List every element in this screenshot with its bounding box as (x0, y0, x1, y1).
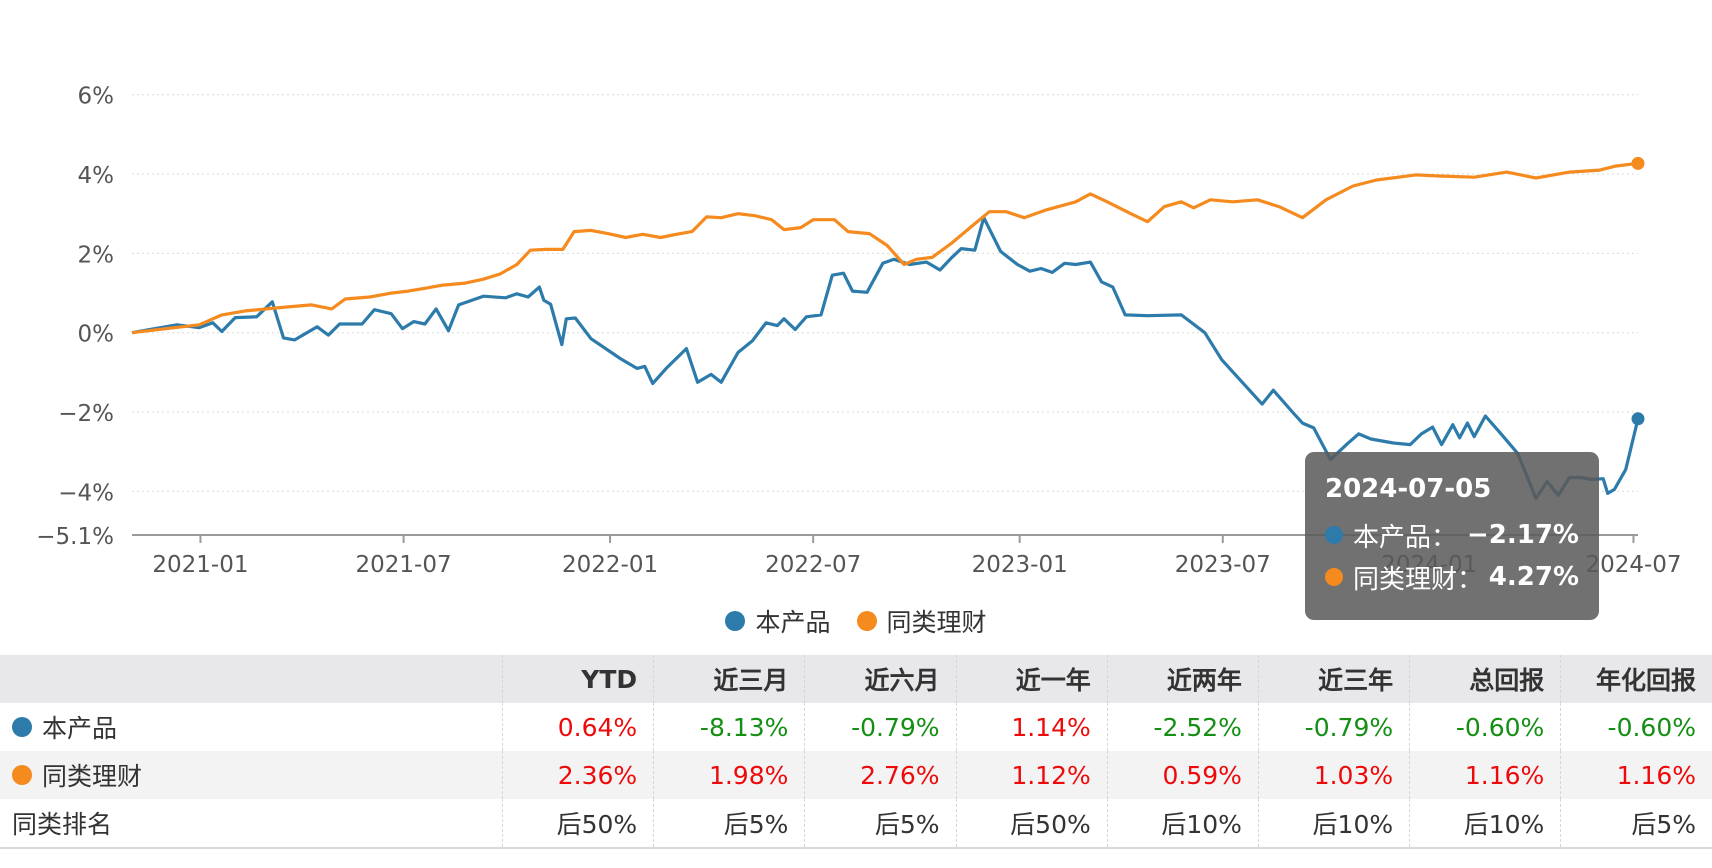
legend-item-product[interactable]: 本产品 (725, 603, 831, 639)
performance-table: YTD 近三月 近六月 近一年 近两年 近三年 总回报 年化回报 本产品 0.64… (0, 655, 1712, 849)
tooltip-marker-peer (1325, 568, 1343, 586)
y-tick-label-3: 0% (78, 322, 115, 348)
series-line-1 (131, 161, 1639, 335)
y-tick-label-4: −2% (58, 401, 114, 427)
table-header-row: YTD 近三月 近六月 近一年 近两年 近三年 总回报 年化回报 (0, 655, 1712, 703)
y-tick-label-5: −4% (58, 480, 114, 506)
table-cell: 1.16% (1409, 751, 1561, 799)
row-name: 本产品 (12, 709, 486, 745)
table-cell: 后5% (804, 799, 957, 849)
header-3y: 近三年 (1257, 655, 1410, 703)
table-cell: 后5% (653, 799, 805, 849)
x-tick-label-5: 2023-07 (1175, 552, 1271, 578)
table-cell: -0.60% (1409, 703, 1561, 751)
row-label: 同类理财 (42, 762, 143, 791)
header-ytd: YTD (501, 655, 654, 703)
y-tick-label-2: 2% (78, 242, 115, 268)
series-end-point-0[interactable] (1631, 412, 1645, 426)
legend-label-peer: 同类理财 (886, 608, 987, 637)
table-cell: -0.79% (1257, 703, 1410, 751)
row-marker (12, 765, 32, 785)
series-lines (131, 156, 1645, 501)
tooltip-label-product: 本产品： (1353, 522, 1458, 553)
table-cell: 后50% (955, 799, 1108, 849)
table-cell: 后10% (1106, 799, 1259, 849)
table-cell: 1.03% (1257, 751, 1410, 799)
table-cell: 2.36% (501, 751, 654, 799)
table-cell: 0.64% (501, 703, 654, 751)
row-marker (12, 717, 32, 737)
y-tick-label-1: 4% (78, 163, 115, 189)
series-end-point-1[interactable] (1631, 156, 1645, 170)
y-tick-label-0: 6% (78, 84, 115, 110)
table-row: 同类理财 2.36% 1.98% 2.76% 1.12% 0.59% 1.03% 1.16% 1… (0, 751, 1712, 799)
x-tick-label-1: 2021-07 (356, 552, 452, 578)
x-tick-label-0: 2021-01 (152, 552, 248, 578)
legend-item-peer[interactable]: 同类理财 (856, 603, 987, 639)
row-name: 同类理财 (12, 757, 486, 793)
table-row: 同类排名 后50% 后5% 后5% 后50% 后10% 后10% 后10% 后5% (0, 799, 1712, 849)
table-cell: 0.59% (1106, 751, 1259, 799)
tooltip-row-product: 本产品： −2.17% (1325, 514, 1579, 556)
header-total-return: 总回报 (1409, 655, 1561, 703)
y-axis: 6% 4% 2% 0% −2% −4% −5.1% (36, 84, 114, 550)
header-blank (0, 655, 503, 703)
table-cell: -2.52% (1106, 703, 1259, 751)
tooltip-label-peer: 同类理财： (1353, 564, 1484, 595)
row-name-cell: 同类理财 (0, 751, 503, 799)
series-line-0 (131, 216, 1640, 501)
header-6m: 近六月 (804, 655, 957, 703)
header-3m: 近三月 (653, 655, 805, 703)
tooltip-row-peer: 同类理财： 4.27% (1325, 556, 1579, 598)
table-cell: 后50% (501, 799, 654, 849)
row-name-cell: 本产品 (0, 703, 503, 751)
table-cell: -0.79% (804, 703, 957, 751)
x-tick-label-2: 2022-01 (562, 552, 658, 578)
legend-label-product: 本产品 (755, 608, 831, 637)
x-tick-label-3: 2022-07 (765, 552, 861, 578)
table-cell: 后10% (1409, 799, 1561, 849)
header-annualized-return: 年化回报 (1560, 655, 1712, 703)
x-tick-label-7: 2024-07 (1585, 552, 1681, 578)
table-cell: 后10% (1257, 799, 1410, 849)
table-row: 本产品 0.64% -8.13% -0.79% 1.14% -2.52% -0.79% -0.… (0, 703, 1712, 751)
performance-line-chart: 6% 4% 2% 0% −2% −4% −5.1% 2021-01 2021-07 2022-0… (36, 84, 1682, 578)
row-name-cell: 同类排名 (0, 799, 503, 849)
row-label: 同类排名 (12, 810, 113, 839)
grid-lines (132, 94, 1638, 492)
x-tick-label-4: 2023-01 (972, 552, 1068, 578)
table-cell: -8.13% (653, 703, 805, 751)
legend-marker-peer (856, 611, 877, 631)
table-cell: 1.98% (653, 751, 805, 799)
y-tick-label-6: −5.1% (36, 524, 114, 550)
x-axis: 2021-01 2021-07 2022-01 2022-07 2023-01 2023-… (132, 534, 1682, 578)
table-cell: 1.16% (1560, 751, 1712, 799)
header-2y: 近两年 (1106, 655, 1259, 703)
table-cell: 2.76% (804, 751, 957, 799)
header-1y: 近一年 (955, 655, 1108, 703)
table-cell: 后5% (1560, 799, 1712, 849)
chart-legend: 本产品 同类理财 (0, 604, 1712, 638)
chart-tooltip: 2024-07-05 本产品： −2.17% 同类理财： 4.27% (1305, 452, 1599, 620)
row-name: 同类排名 (12, 805, 486, 841)
table-cell: 1.14% (955, 703, 1108, 751)
tooltip-date: 2024-07-05 (1325, 474, 1492, 504)
tooltip-value-product: −2.17% (1467, 520, 1579, 550)
table-cell: 1.12% (955, 751, 1108, 799)
table-cell: -0.60% (1560, 703, 1712, 751)
tooltip-marker-product (1325, 526, 1343, 544)
tooltip-value-peer: 4.27% (1488, 562, 1579, 592)
legend-marker-product (725, 611, 746, 631)
row-label: 本产品 (42, 714, 118, 743)
